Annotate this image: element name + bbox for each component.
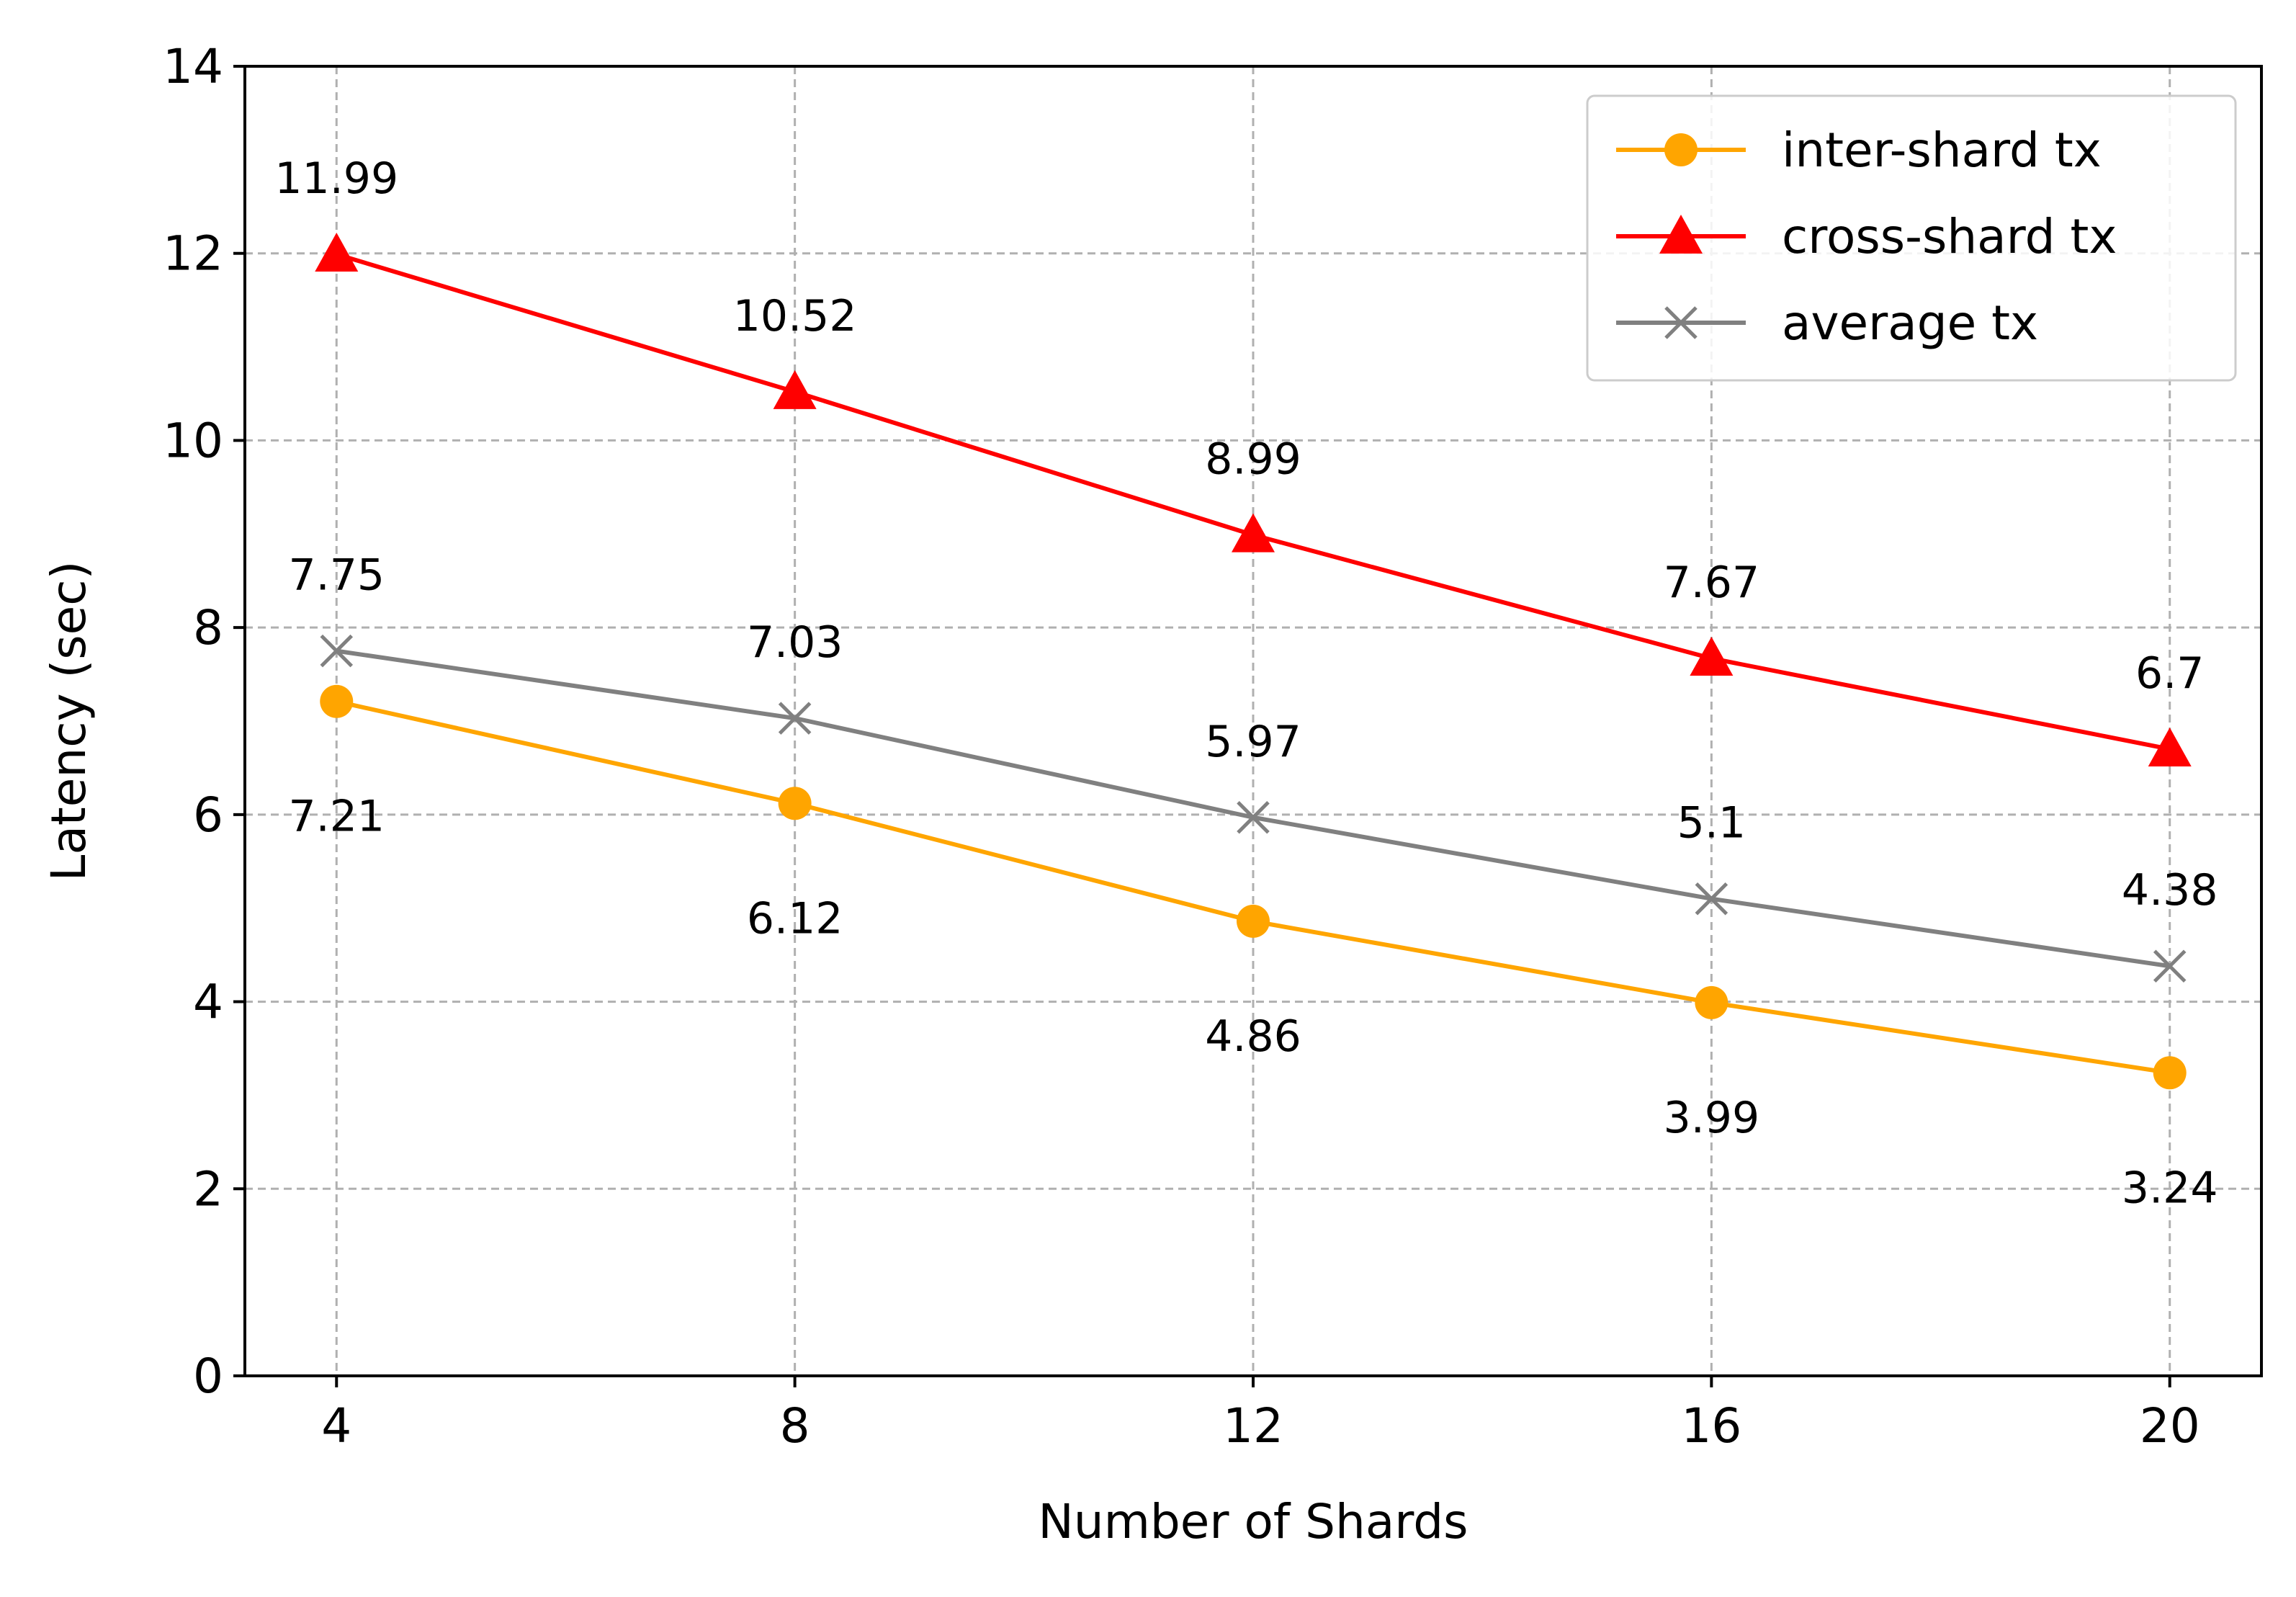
y-tick-label: 2 [193,1161,223,1217]
data-label: 3.99 [1664,1093,1760,1143]
x-tick-label: 16 [1681,1398,1741,1454]
legend: inter-shard tx cross-shard tx average tx [1586,94,2237,382]
data-label: 3.24 [2122,1163,2218,1213]
x-tick-label: 4 [321,1398,351,1454]
legend-entry-label: cross-shard tx [1782,209,2117,264]
data-label: 7.21 [288,792,385,842]
y-tick-label: 4 [193,975,223,1030]
data-point-marker [2153,1056,2187,1090]
y-tick-label: 10 [163,413,223,468]
y-tick-label: 8 [193,600,223,656]
legend-marker [1664,306,1698,339]
legend-marker [1664,133,1698,166]
data-label: 11.99 [274,153,398,204]
y-axis-label: Latency (sec) [41,561,97,882]
data-point-marker [773,370,817,409]
series-average-tx [320,634,2187,983]
legend-entry-label: inter-shard tx [1782,122,2102,178]
data-point-marker [315,233,359,272]
data-point-marker [778,787,812,820]
data-point-marker [320,634,354,668]
data-label: 6.7 [2135,648,2204,699]
data-label: 7.03 [747,617,843,668]
data-labels: 7.21 6.12 4.86 3.99 3.24 11.99 10.52 8.99 7.67 6.… [274,153,2217,1213]
data-label: 4.38 [2122,865,2218,916]
x-axis-label: Number of Shards [1038,1494,1468,1549]
series-inter-shard-tx [320,684,2187,1090]
series-cross-shard-tx [315,233,2192,766]
data-point-marker [778,702,812,735]
axis-ticks: 4 8 12 16 20 0 2 4 6 8 10 12 14 [163,39,2200,1454]
data-label: 7.75 [288,550,385,601]
data-point-marker [1237,800,1270,834]
data-point-marker [2148,727,2192,766]
y-tick-label: 14 [163,39,223,94]
data-label: 5.97 [1205,717,1301,767]
y-tick-label: 0 [193,1348,223,1404]
x-tick-label: 12 [1223,1398,1283,1454]
data-label: 8.99 [1205,434,1301,485]
x-tick-label: 8 [780,1398,810,1454]
data-point-marker [1695,985,1728,1019]
series-layer [315,233,2192,1090]
data-point-marker [1690,636,1734,676]
data-label: 4.86 [1205,1011,1301,1062]
data-point-marker [1232,513,1275,553]
data-label: 7.67 [1664,558,1760,608]
data-point-marker [1695,882,1728,916]
y-tick-label: 6 [193,787,223,843]
data-label: 10.52 [733,291,857,341]
data-label: 6.12 [747,893,843,944]
data-label: 5.1 [1677,798,1746,849]
legend-entry-label: average tx [1782,295,2038,351]
data-point-marker [1237,904,1270,938]
legend-marker [1659,215,1703,254]
data-point-marker [2153,949,2187,983]
data-point-marker [320,684,354,718]
x-tick-label: 20 [2140,1398,2200,1454]
y-tick-label: 12 [163,226,223,282]
grid-lines [245,65,2261,1377]
legend-box [1586,94,2237,382]
